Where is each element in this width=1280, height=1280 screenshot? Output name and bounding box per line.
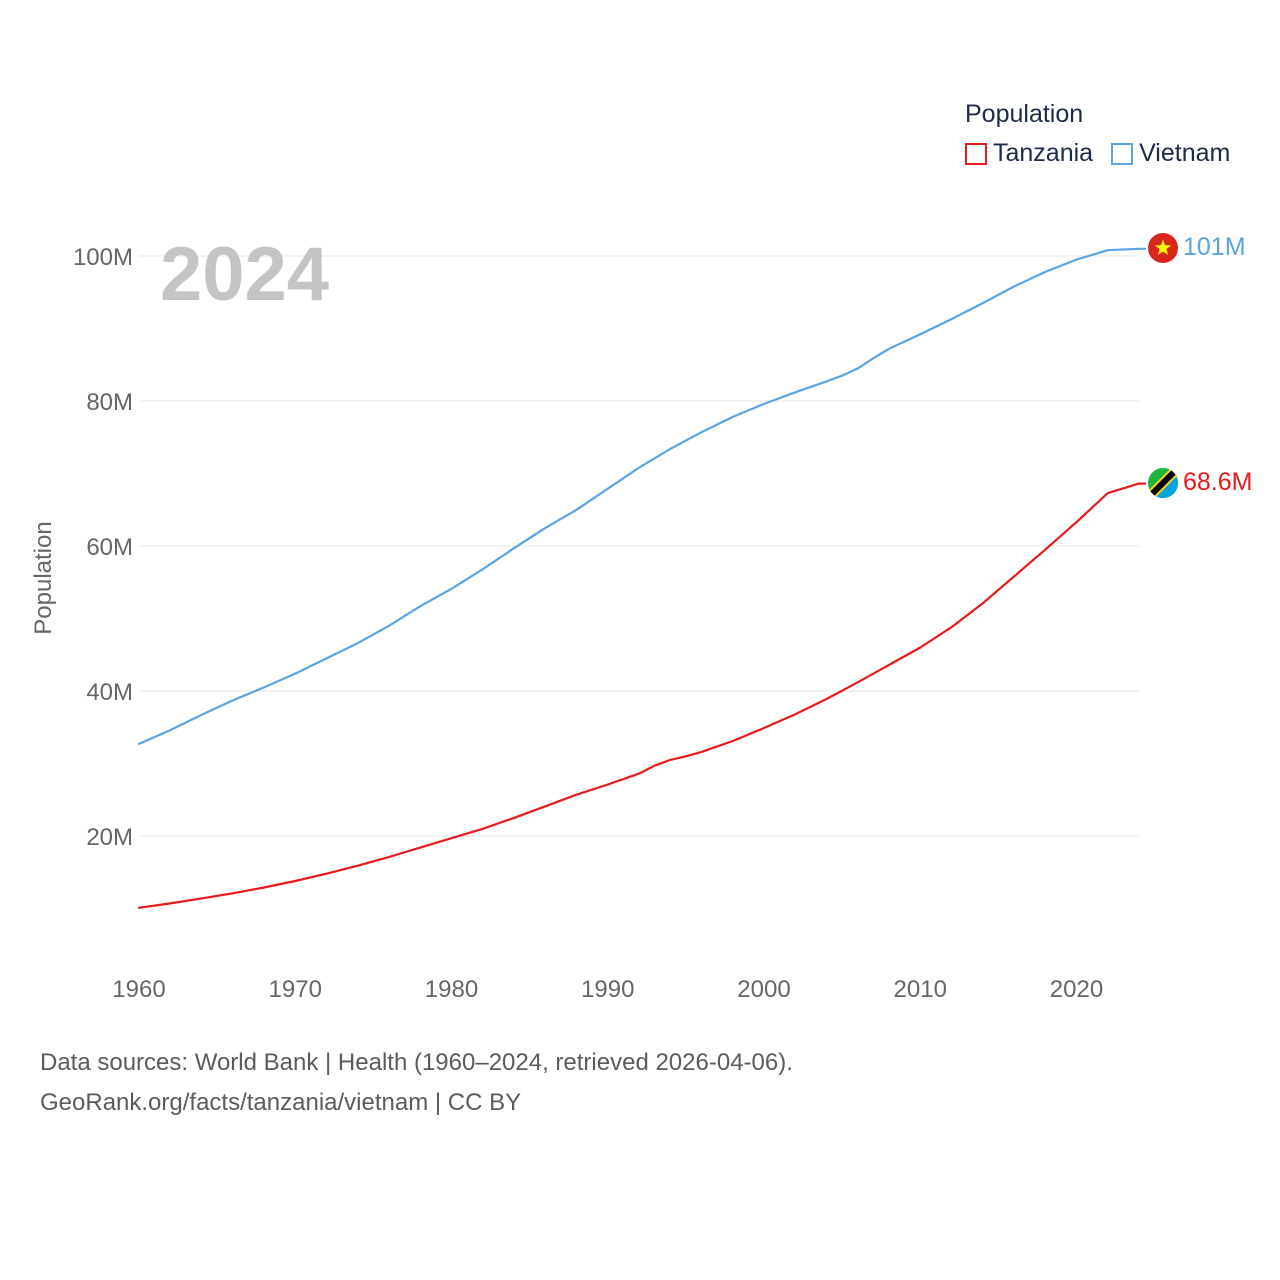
- grid-lines: [139, 255, 1139, 837]
- footer: Data sources: World Bank | Health (1960–…: [40, 1043, 793, 1123]
- series-lines: [137, 247, 1147, 909]
- x-axis-tick-labels: 1960 1970 1980 1990 2000 2010 2020: [112, 976, 1103, 1003]
- legend-item-vietnam[interactable]: Vietnam: [1111, 139, 1230, 168]
- y-axis-tick-labels: 20M 40M 60M 80M 100M: [73, 244, 133, 851]
- x-tick-label: 1990: [581, 976, 634, 1003]
- x-tick-label: 2010: [894, 976, 947, 1003]
- tanzania-legend-label: Tanzania: [993, 139, 1094, 167]
- y-tick-label: 80M: [86, 389, 133, 416]
- x-tick-label: 1960: [112, 976, 165, 1003]
- series-line-vietnam: [137, 247, 1147, 745]
- x-tick-label: 1980: [425, 976, 478, 1003]
- y-axis-label: Population: [30, 521, 57, 634]
- x-tick-label: 1970: [269, 976, 322, 1003]
- data-source-text: Data sources: World Bank | Health (1960–…: [40, 1049, 793, 1076]
- tanzania-legend-swatch: [965, 142, 987, 165]
- y-tick-label: 40M: [86, 679, 133, 706]
- legend: Population Tanzania Vietnam: [965, 100, 1230, 168]
- vietnam-flag-icon: [1148, 233, 1178, 263]
- x-tick-label: 2020: [1050, 976, 1103, 1003]
- tanzania-flag-icon: [1148, 468, 1178, 498]
- attribution-link[interactable]: GeoRank.org/facts/tanzania/vietnam | CC …: [40, 1089, 522, 1116]
- legend-title: Population: [965, 100, 1084, 128]
- series-line-tanzania: [137, 482, 1147, 909]
- year-watermark: 2024: [160, 232, 329, 317]
- vietnam-end-value-label: 101M: [1183, 233, 1246, 261]
- legend-items: Tanzania Vietnam: [965, 139, 1230, 168]
- vietnam-legend-swatch: [1111, 142, 1134, 165]
- tanzania-end-value-label: 68.6M: [1183, 468, 1252, 496]
- vietnam-legend-label: Vietnam: [1139, 139, 1231, 167]
- legend-item-tanzania[interactable]: Tanzania: [965, 139, 1093, 168]
- x-tick-label: 2000: [737, 976, 790, 1003]
- y-tick-label: 60M: [86, 534, 133, 561]
- y-tick-label: 20M: [86, 824, 133, 851]
- y-tick-label: 100M: [73, 244, 133, 271]
